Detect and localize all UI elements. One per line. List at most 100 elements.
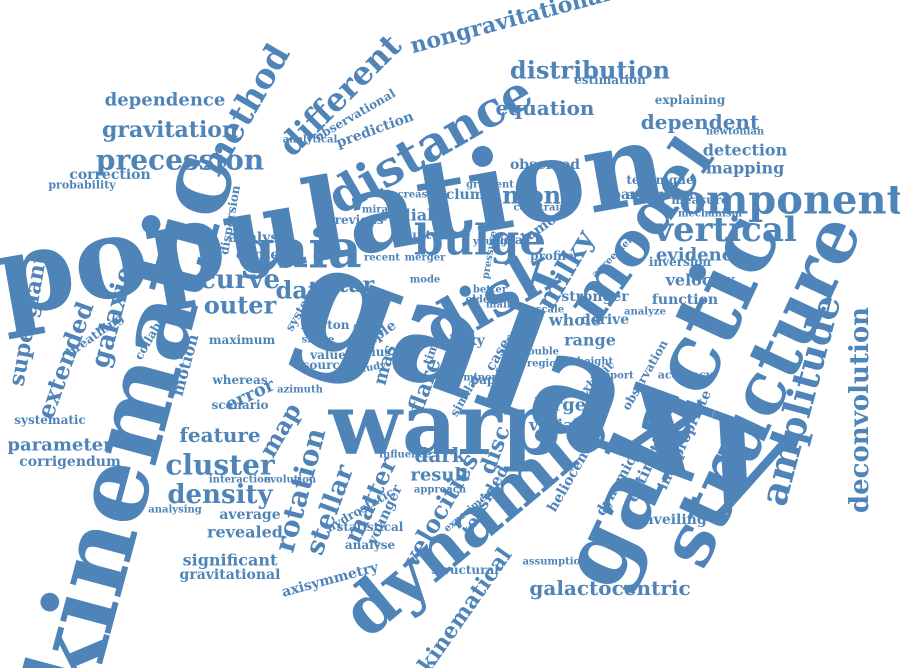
word-study: study	[355, 360, 388, 376]
word-gradient: gradient	[466, 180, 514, 191]
word-revealed: revealed	[207, 523, 283, 542]
word-mode: mode	[410, 275, 441, 286]
word-measure: measure	[671, 193, 729, 207]
word-value: value	[309, 348, 346, 362]
word-observed: observed	[510, 157, 580, 173]
word-newtonian: newtonian	[706, 127, 765, 138]
word-mechanism: mechanism	[678, 209, 742, 220]
word-boxy: boxy	[449, 333, 485, 349]
word-scale: scale	[536, 305, 564, 316]
word-bulge: bulge	[414, 216, 546, 265]
word-deconvolution: deconvolution	[845, 307, 875, 513]
word-warp: warp	[328, 375, 561, 475]
word-young: young	[472, 237, 507, 248]
word-outer: outer	[204, 291, 277, 320]
word-unveiling: unveiling	[633, 512, 707, 528]
word-support: support	[590, 371, 634, 382]
word-influence: influence	[379, 450, 431, 461]
word-main: main	[486, 300, 515, 311]
word-range: range	[564, 331, 616, 350]
word-mapping: mapping	[706, 159, 785, 178]
word-approach: approach	[414, 485, 467, 496]
word-shape: shape	[302, 335, 335, 346]
word-gravitational: gravitational	[180, 567, 281, 583]
word-accuracy: accuracy	[658, 369, 713, 382]
word-height: height	[577, 357, 614, 368]
word-cluster: cluster	[165, 449, 276, 482]
word-stronger: stronger	[561, 289, 629, 305]
word-probability: probability	[48, 179, 116, 192]
word-nongravitational: nongravitational	[407, 0, 612, 59]
word-estimation: estimation	[574, 73, 646, 87]
word-distribution: distribution	[510, 56, 670, 85]
word-whereas: whereas	[211, 373, 267, 387]
word-recent: recent	[364, 253, 400, 264]
word-previous: previous	[326, 213, 384, 227]
word-systematic: systematic	[14, 413, 86, 427]
word-count: count	[393, 228, 432, 242]
word-equation: equation	[496, 96, 595, 120]
word-vertical: vertical	[652, 210, 797, 250]
word-corrigendum: corrigendum	[19, 454, 121, 470]
word-evolution: evolution	[264, 475, 317, 486]
word-precession: precession	[96, 144, 264, 177]
word-dark: dark	[414, 443, 466, 467]
word-dependence: dependence	[105, 90, 226, 111]
word-evidence: evidence	[656, 245, 744, 266]
word-paper: paper	[471, 373, 510, 387]
word-gravitation: gravitation	[102, 117, 238, 143]
word-interaction: interaction	[209, 475, 272, 486]
word-variable: variable	[528, 416, 601, 435]
word-derive: derive	[581, 312, 630, 328]
word-correction: correction	[69, 167, 150, 183]
word-azimuthal: azimuthal	[626, 188, 694, 202]
word-region: region	[527, 359, 564, 370]
word-technique: technique	[626, 173, 694, 187]
word-analyze: analyze	[624, 307, 666, 318]
word-context: context	[236, 247, 295, 263]
word-gaia: gaia	[238, 220, 362, 281]
word-radius: radius	[349, 345, 392, 359]
word-whole: whole	[548, 311, 601, 330]
word-explaining: explaining	[655, 93, 726, 107]
word-constrain: constrain	[513, 203, 567, 214]
word-clump: clump	[446, 187, 495, 203]
word-mond: mond	[502, 181, 578, 210]
word-profile: profile	[530, 249, 574, 263]
word-analysis: analysis	[229, 230, 292, 246]
word-density: density	[167, 480, 273, 510]
word-radial: radial	[381, 206, 434, 225]
word-function: function	[652, 292, 718, 308]
word-detection: detection	[703, 141, 788, 160]
word-double: double	[521, 347, 559, 358]
word-baryonic: baryonic	[611, 187, 679, 203]
word-galactocentric: galactocentric	[529, 576, 690, 600]
word-analyse: analyse	[345, 538, 396, 552]
word-analytical: analytical	[283, 135, 338, 146]
word-velocity: velocity	[665, 271, 735, 290]
word-star: star	[326, 272, 375, 298]
word-minor: minor	[463, 373, 497, 384]
word-significant: significant	[183, 551, 278, 570]
word-older: older	[465, 295, 495, 306]
word-dependent: dependent	[641, 110, 760, 134]
word-mira: mira	[362, 205, 389, 216]
word-source: source	[303, 358, 348, 372]
word-data: data	[276, 276, 335, 305]
word-curve: curve	[200, 265, 280, 295]
word-larger: larger	[534, 395, 596, 416]
word-aim: aim	[375, 314, 386, 335]
word-azimuth: azimuth	[277, 385, 323, 396]
word-inversion: inversion	[649, 255, 712, 269]
word-component: component	[655, 177, 900, 224]
word-maximum: maximum	[209, 333, 276, 347]
word-statistical: statistical	[337, 520, 404, 534]
word-average: average	[219, 507, 280, 523]
word-lived: lived	[445, 317, 464, 352]
word-structural: structural	[431, 563, 499, 577]
word-jean: jean	[352, 323, 382, 337]
word-analysing: analysing	[148, 505, 202, 516]
word-parameter: parameter	[7, 435, 113, 456]
